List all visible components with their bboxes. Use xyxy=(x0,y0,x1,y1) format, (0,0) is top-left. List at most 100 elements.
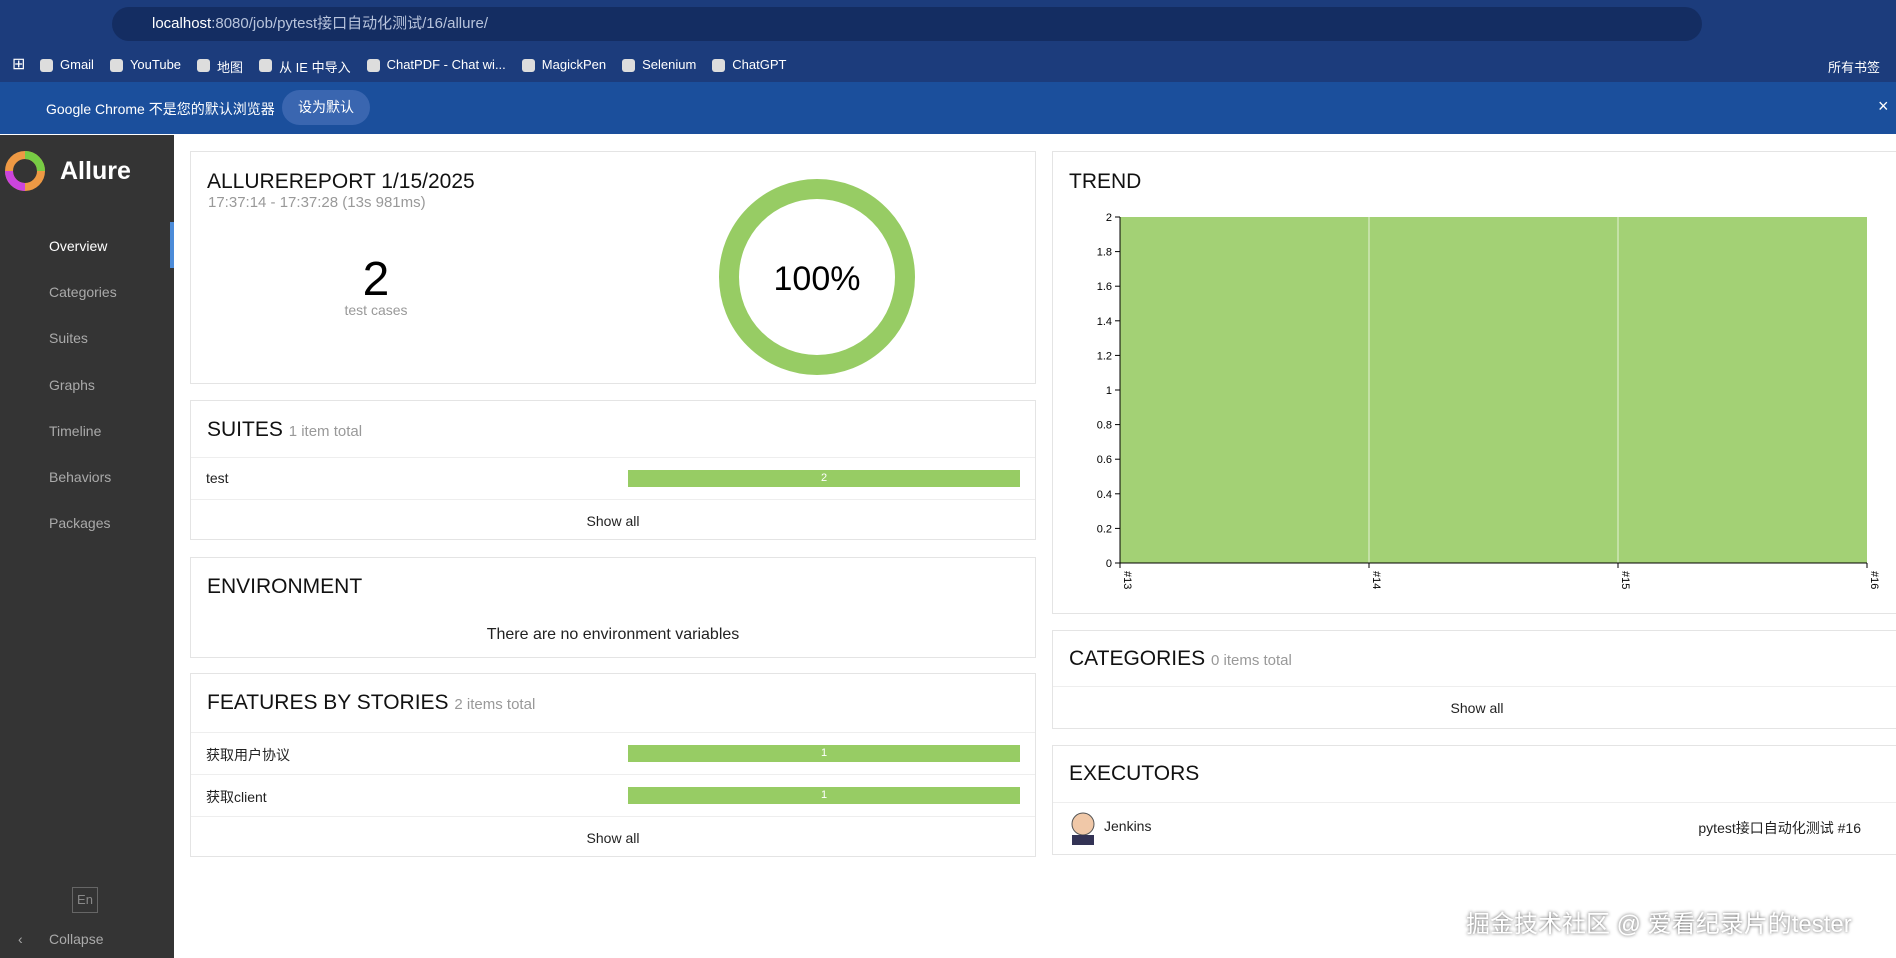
executor-name: Jenkins xyxy=(1104,818,1152,834)
suites-total: 1 item total xyxy=(288,423,363,440)
passed-bar: 2 xyxy=(628,470,1020,487)
trend-chart: 0 0.2 0.4 0.6 0.8 1 1.2 1.4 1.6 1.8 2 #13 #14 #15 #16 xyxy=(1097,212,1880,589)
features-total: 2 items total xyxy=(454,696,536,713)
features-card: FEATURES BY STORIES 2 items total Show a… xyxy=(190,673,1036,857)
apps-icon: ⊞ xyxy=(12,56,26,73)
x-tick-label: #14 xyxy=(1370,571,1382,589)
y-tick-label: 1.2 xyxy=(1097,350,1112,362)
address-bar[interactable]: localhost:8080/job/pytest接口自动化测试/16/allu… xyxy=(112,7,1702,41)
features-show-all[interactable]: Show all xyxy=(191,816,1035,858)
collapse-button[interactable]: Collapse xyxy=(49,931,104,947)
bookmark-icon xyxy=(40,59,53,72)
bookmark[interactable]: MagickPen xyxy=(541,57,607,72)
banner-text: Google Chrome 不是您的默认浏览器 xyxy=(46,101,275,117)
bookmark[interactable]: 从 IE 中导入 xyxy=(279,60,351,75)
nav-item[interactable]: Timeline xyxy=(49,422,102,439)
summary-card: ALLUREREPORT 1/15/2025 17:37:14 - 17:37:… xyxy=(190,151,1036,384)
categories-show-all[interactable]: Show all xyxy=(1053,686,1896,729)
report-title: ALLUREREPORT 1/15/2025 xyxy=(207,170,475,193)
default-browser-banner: Google Chrome 不是您的默认浏览器 设为默认 × xyxy=(0,82,1896,134)
nav-item[interactable]: Overview xyxy=(49,238,108,254)
categories-title: CATEGORIES xyxy=(1069,647,1206,670)
trend-title: TREND xyxy=(1069,170,1142,193)
y-tick-label: 2 xyxy=(1106,212,1112,224)
bookmark[interactable]: 地图 xyxy=(217,60,244,75)
bookmark-icon xyxy=(109,59,123,72)
nav-item[interactable]: Packages xyxy=(49,515,111,532)
row[interactable]: 获取用户协议 1 xyxy=(191,732,1035,774)
y-tick-label: 0.8 xyxy=(1097,420,1112,432)
jenkins-icon xyxy=(1071,812,1095,845)
environment-card: ENVIRONMENT There are no environment var… xyxy=(190,557,1036,658)
environment-title: ENVIRONMENT xyxy=(207,575,363,598)
test-count-label: test cases xyxy=(344,302,408,318)
language-button[interactable]: En xyxy=(72,887,98,913)
row[interactable]: 获取client 1 xyxy=(191,774,1035,816)
executors-title: EXECUTORS xyxy=(1069,762,1200,785)
passed-bar: 1 xyxy=(628,787,1020,804)
row-name: 获取用户协议 xyxy=(206,747,290,763)
y-tick-label: 0 xyxy=(1106,558,1112,570)
nav-item[interactable]: Suites xyxy=(49,330,88,347)
success-ring xyxy=(719,179,915,375)
y-tick-label: 1.6 xyxy=(1097,281,1112,293)
x-tick-label: #13 xyxy=(1121,571,1133,589)
features-title: FEATURES BY STORIES xyxy=(207,691,449,714)
passed-bar: 1 xyxy=(628,745,1020,762)
y-tick-label: 0.2 xyxy=(1097,523,1112,535)
categories-card: CATEGORIES 0 items total Show all xyxy=(1052,630,1896,729)
suites-show-all[interactable]: Show all xyxy=(191,499,1035,541)
row-name: test xyxy=(206,470,229,486)
categories-header: CATEGORIES 0 items total xyxy=(1069,647,1292,671)
suites-header: SUITES 1 item total xyxy=(207,418,362,442)
features-header: FEATURES BY STORIES 2 items total xyxy=(207,691,535,715)
test-count: 2 xyxy=(362,253,390,306)
allure-logo xyxy=(5,151,45,191)
executors-card: EXECUTORS Jenkins pytest接口自动化测试 #16 xyxy=(1052,745,1896,855)
set-default-button[interactable]: 设为默认 xyxy=(282,90,370,125)
report-time: 17:37:14 - 17:37:28 (13s 981ms) xyxy=(208,194,426,211)
nav-item[interactable]: Graphs xyxy=(49,376,95,393)
y-tick-label: 1.8 xyxy=(1097,247,1112,259)
suites-title: SUITES xyxy=(207,418,283,441)
bookmark[interactable]: ChatPDF - Chat wi... xyxy=(386,57,506,72)
browser-toolbar: localhost:8080/job/pytest接口自动化测试/16/allu… xyxy=(0,0,1896,48)
executor-build[interactable]: pytest接口自动化测试 #16 xyxy=(1698,820,1861,836)
x-tick-label: #15 xyxy=(1619,571,1631,589)
row[interactable]: test 2 xyxy=(191,457,1035,499)
bookmark[interactable]: Gmail xyxy=(60,57,94,72)
executor-row: Jenkins pytest接口自动化测试 #16 xyxy=(1053,802,1896,856)
bookmark-icon xyxy=(712,59,726,72)
collapse-icon: ‹ xyxy=(18,931,23,947)
bookmark[interactable]: Selenium xyxy=(642,57,697,72)
y-tick-label: 1 xyxy=(1106,385,1112,397)
close-icon[interactable]: × xyxy=(1878,96,1889,116)
watermark: 掘金技术社区 @ 爱看纪录片的tester xyxy=(1466,911,1852,938)
x-tick-label: #16 xyxy=(1868,571,1880,589)
sidebar: Allure En ‹ Collapse Overview Categories S… xyxy=(0,135,174,958)
environment-message: There are no environment variables xyxy=(486,626,740,643)
y-tick-label: 0.6 xyxy=(1097,454,1112,466)
trend-card: TREND 0 0.2 0.4 0.6 0.8 1 1.2 1.4 1.6 1.8 2 #13 #14 #… xyxy=(1052,151,1896,614)
row-name: 获取client xyxy=(206,789,267,805)
bookmark-icon xyxy=(259,59,273,72)
active-indicator xyxy=(170,222,174,268)
y-tick-label: 0.4 xyxy=(1097,489,1112,501)
bookmark[interactable]: ChatGPT xyxy=(732,57,787,72)
bookmarks-bar: 所有书签 ⊞ Gmail YouTube 地图 从 IE 中导入 ChatPDF - Cha… xyxy=(0,48,1896,82)
all-bookmarks[interactable]: 所有书签 xyxy=(1828,60,1881,75)
bookmark[interactable]: YouTube xyxy=(129,57,182,72)
nav-item[interactable]: Behaviors xyxy=(49,469,112,485)
y-tick-label: 1.4 xyxy=(1097,316,1112,328)
trend-area xyxy=(1120,217,1867,563)
url-path: :8080/job/pytest接口自动化测试/16/allure/ xyxy=(211,15,488,32)
success-percent: 100% xyxy=(773,260,861,298)
bookmark-icon xyxy=(197,59,211,72)
bookmark-icon xyxy=(622,59,636,72)
url-host: localhost xyxy=(152,15,212,32)
brand: Allure xyxy=(60,157,131,185)
bookmark-icon xyxy=(366,59,380,72)
nav-item[interactable]: Categories xyxy=(49,284,117,301)
bookmark-icon xyxy=(521,59,535,72)
